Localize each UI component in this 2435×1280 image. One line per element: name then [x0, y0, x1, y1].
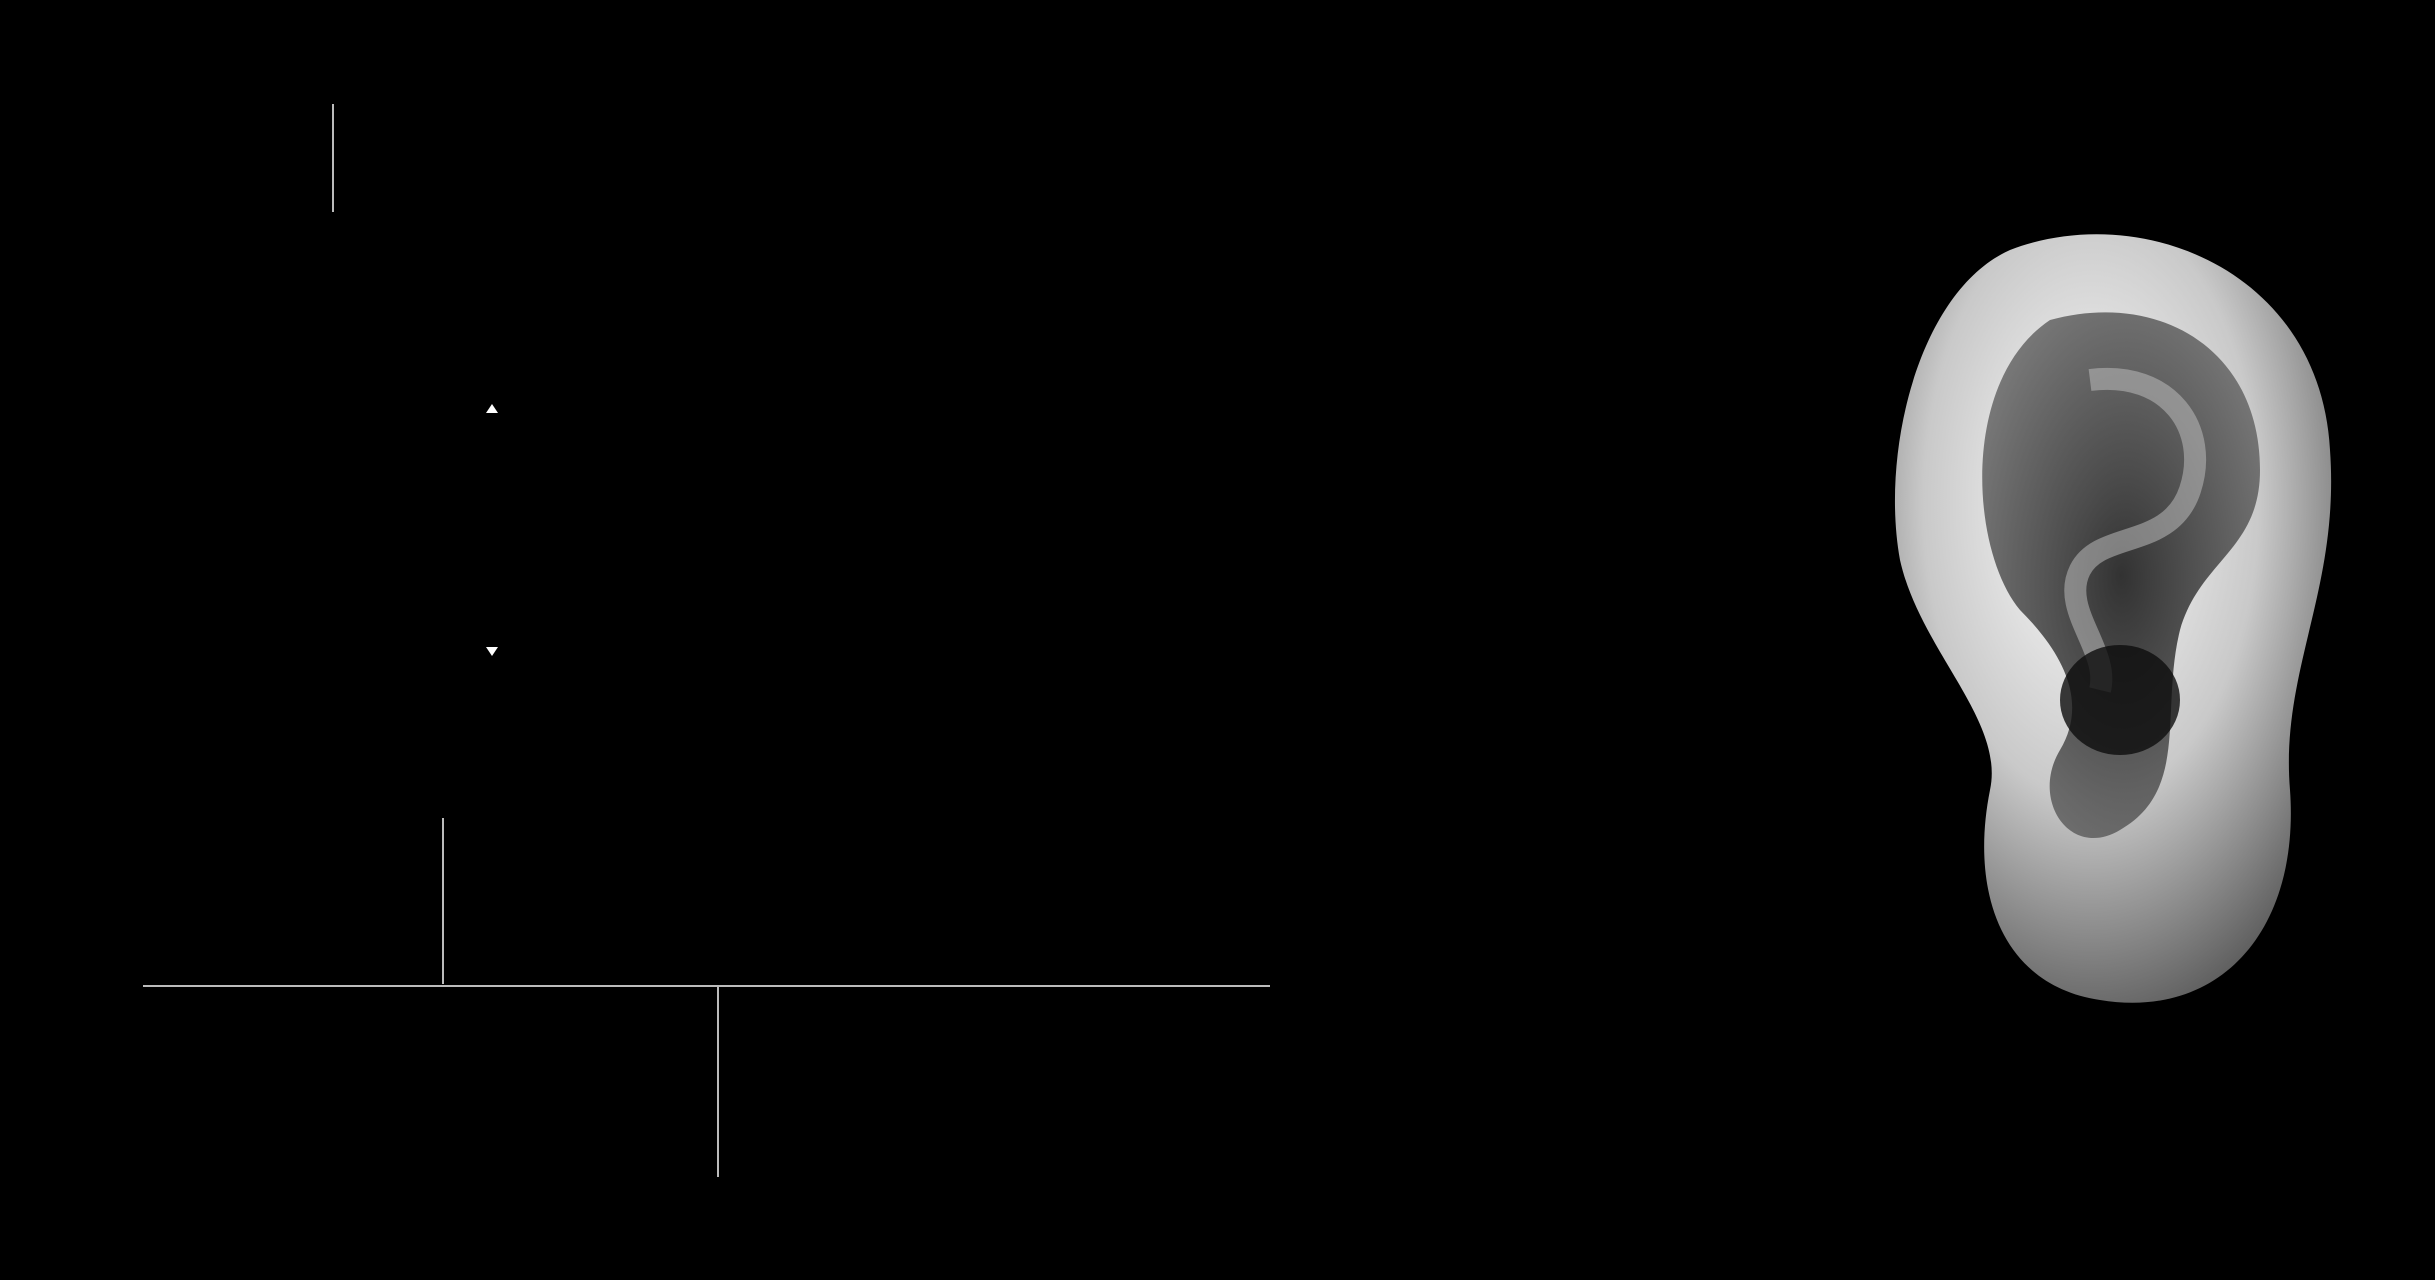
age-gender-starburst-row-1999-2004	[0, 790, 1300, 990]
divider-top-vertical	[332, 104, 334, 212]
legend-swatches	[445, 430, 545, 630]
year-sound-waves	[1480, 150, 2000, 1110]
legend-down-arrow-icon	[486, 647, 498, 656]
legend-up-arrow-icon	[486, 404, 498, 413]
risk-factor-wave-glyphs	[0, 1090, 1300, 1180]
page-title	[640, 432, 1200, 496]
ear-illustration	[1894, 234, 2332, 1003]
divider-risk-vertical	[717, 987, 719, 1177]
divider-horizontal	[143, 985, 1270, 987]
divider-bottom-vertical	[442, 818, 444, 984]
age-gender-starburst-row-2008	[0, 0, 1440, 260]
